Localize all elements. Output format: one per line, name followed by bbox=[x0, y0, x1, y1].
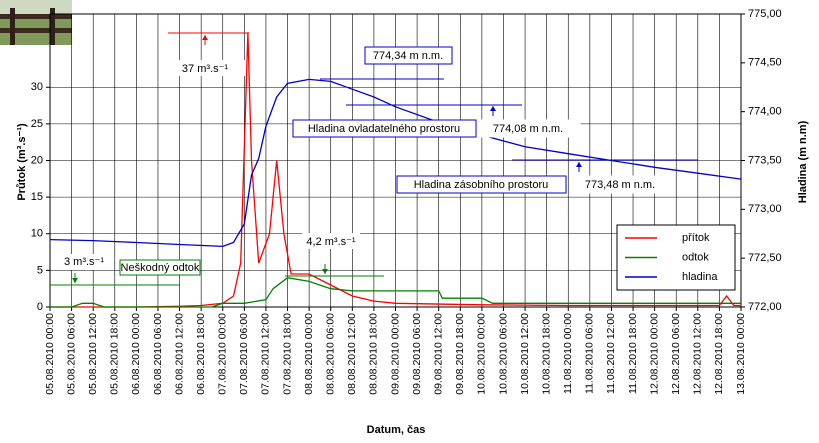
y2-tick-label: 773,50 bbox=[748, 154, 782, 166]
y2-tick-label: 775,00 bbox=[748, 8, 782, 20]
x-tick-label: 12.08.2010 00:00 bbox=[648, 313, 660, 395]
annotation-arrow bbox=[72, 278, 78, 283]
y2-tick-label: 774,50 bbox=[748, 57, 782, 69]
annotation: 773,48 m n.m. bbox=[585, 179, 655, 191]
x-tick-label: 11.08.2010 12:00 bbox=[605, 313, 617, 394]
x-axis-title: Datum, čas bbox=[367, 424, 426, 436]
x-tick-label: 09.08.2010 12:00 bbox=[432, 313, 444, 395]
y2-tick-label: 773,00 bbox=[748, 203, 782, 215]
x-tick-label: 05.08.2010 12:00 bbox=[87, 313, 99, 395]
x-tick-label: 10.08.2010 00:00 bbox=[476, 313, 488, 395]
x-tick-label: 06.08.2010 00:00 bbox=[130, 313, 142, 395]
x-tick-label: 05.08.2010 00:00 bbox=[44, 313, 56, 395]
x-tick-label: 11.08.2010 06:00 bbox=[584, 313, 596, 394]
annotation-box bbox=[575, 175, 665, 194]
y-axis-title: Průtok (m³.s⁻¹) bbox=[16, 123, 28, 201]
x-tick-label: 05.08.2010 06:00 bbox=[65, 313, 77, 395]
x-tick-label: 11.08.2010 18:00 bbox=[627, 313, 639, 394]
y-tick-label: 10 bbox=[31, 228, 43, 240]
annotation-bg bbox=[56, 254, 112, 270]
annotation-arrow bbox=[322, 269, 328, 274]
photo bbox=[0, 0, 72, 45]
x-tick-label: 12.08.2010 06:00 bbox=[670, 313, 682, 395]
x-tick-label: 09.08.2010 00:00 bbox=[389, 313, 401, 395]
annotation-arrow bbox=[576, 162, 582, 167]
x-tick-label: 06.08.2010 12:00 bbox=[173, 313, 185, 395]
annotation-bg bbox=[302, 233, 360, 249]
legend-label: odtok bbox=[682, 251, 709, 263]
x-tick-label: 13.08.2010 00:00 bbox=[735, 313, 747, 395]
x-tick-label: 10.08.2010 06:00 bbox=[497, 313, 509, 395]
annotation: 774,08 m n.m. bbox=[493, 123, 563, 135]
x-tick-label: 09.08.2010 06:00 bbox=[411, 313, 423, 395]
x-tick-label: 07.08.2010 18:00 bbox=[281, 313, 293, 395]
y-tick-label: 20 bbox=[31, 154, 43, 166]
x-tick-label: 07.08.2010 12:00 bbox=[260, 313, 272, 395]
y2-tick-label: 774,00 bbox=[748, 106, 782, 118]
x-tick-label: 08.08.2010 18:00 bbox=[368, 313, 380, 395]
x-tick-label: 08.08.2010 00:00 bbox=[303, 313, 315, 395]
x-tick-label: 08.08.2010 06:00 bbox=[325, 313, 337, 395]
x-tick-label: 09.08.2010 18:00 bbox=[454, 313, 466, 395]
x-tick-label: 08.08.2010 12:00 bbox=[346, 313, 358, 395]
x-tick-label: 10.08.2010 12:00 bbox=[519, 313, 531, 395]
plot-frame bbox=[49, 13, 742, 308]
annotation-box bbox=[119, 259, 201, 276]
x-tick-label: 11.08.2010 00:00 bbox=[562, 313, 574, 394]
y2-tick-label: 772,00 bbox=[748, 301, 782, 313]
x-tick-label: 12.08.2010 18:00 bbox=[713, 313, 725, 395]
annotation-box bbox=[292, 119, 477, 138]
x-tick-label: 07.08.2010 06:00 bbox=[238, 313, 250, 395]
x-tick-label: 10.08.2010 18:00 bbox=[540, 313, 552, 395]
series-line bbox=[50, 277, 741, 308]
y-tick-label: 30 bbox=[31, 81, 43, 93]
y-tick-label: 25 bbox=[31, 118, 43, 130]
x-tick-label: 05.08.2010 18:00 bbox=[109, 313, 121, 395]
y2-axis-title: Hladina (m n.m) bbox=[797, 120, 809, 203]
x-tick-label: 06.08.2010 06:00 bbox=[152, 313, 164, 395]
annotation: 3 m³.s⁻¹ bbox=[64, 256, 104, 268]
annotation: 4,2 m³.s⁻¹ bbox=[306, 236, 356, 248]
x-tick-label: 06.08.2010 18:00 bbox=[195, 313, 207, 395]
y2-tick-label: 772,50 bbox=[748, 252, 782, 264]
legend-label: přítok bbox=[682, 232, 710, 244]
annotation-box bbox=[396, 175, 567, 194]
annotation-arrow bbox=[202, 35, 208, 40]
annotation-bg bbox=[165, 60, 245, 76]
x-tick-label: 12.08.2010 12:00 bbox=[692, 313, 704, 395]
annotation: Hladina ovladatelného prostoru bbox=[308, 123, 460, 135]
y-tick-label: 5 bbox=[37, 264, 43, 276]
series-line bbox=[49, 78, 742, 248]
y-tick-label: 0 bbox=[37, 301, 43, 313]
annotation: Hladina zásobního prostoru bbox=[414, 179, 549, 191]
annotation: Neškodný odtok bbox=[121, 262, 200, 274]
annotation: 774,34 m n.m. bbox=[373, 50, 443, 62]
y-tick-label: 15 bbox=[31, 191, 43, 203]
annotation-box bbox=[364, 46, 453, 65]
legend-label: hladina bbox=[682, 271, 718, 283]
annotation-arrow bbox=[490, 106, 496, 111]
annotation: 37 m³.s⁻¹ bbox=[182, 63, 228, 75]
x-tick-label: 07.08.2010 00:00 bbox=[217, 313, 229, 395]
